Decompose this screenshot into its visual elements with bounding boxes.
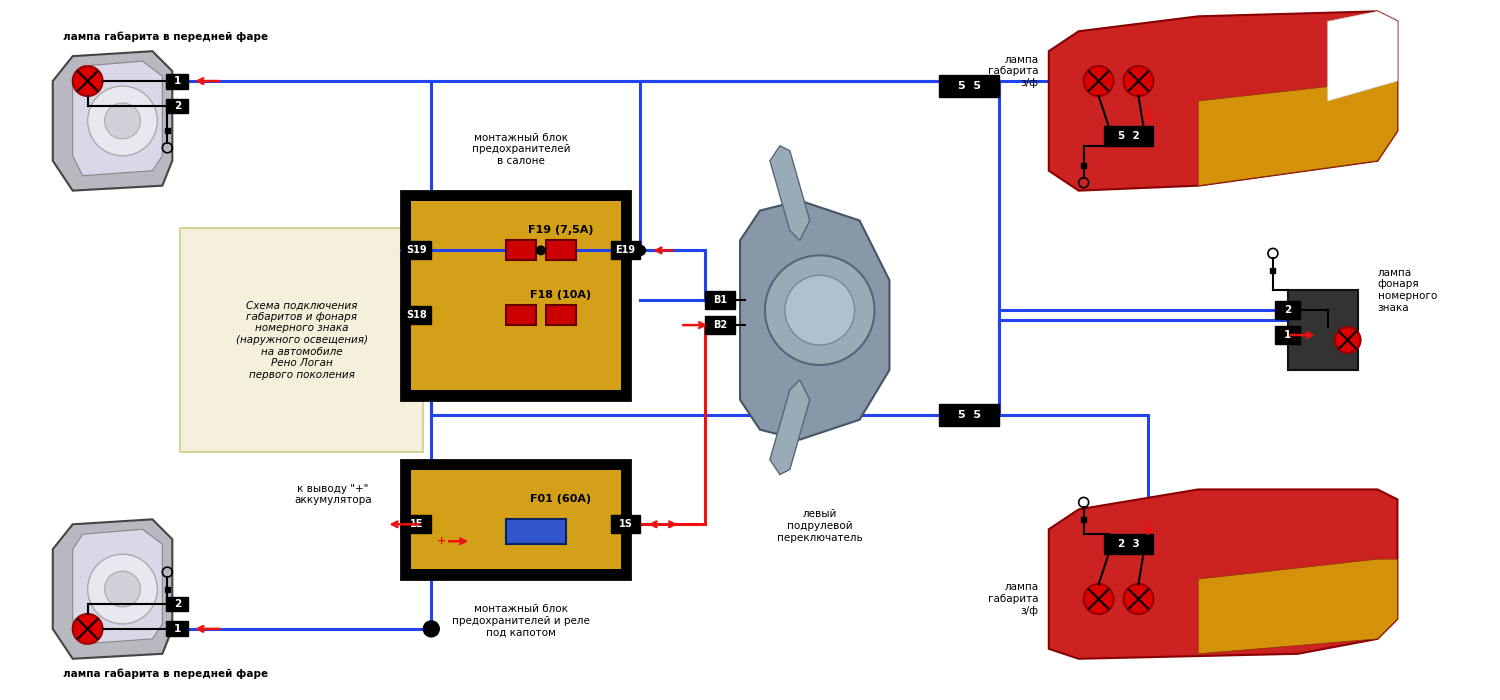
Text: 2  3: 2 3 [1118, 539, 1140, 550]
Text: лампа габарита в передней фаре: лампа габарита в передней фаре [63, 31, 268, 41]
Text: S19: S19 [406, 246, 426, 256]
Polygon shape [1048, 489, 1398, 659]
Bar [166, 99, 188, 113]
Bar [1270, 268, 1275, 273]
Circle shape [1124, 66, 1154, 96]
Text: 2: 2 [1284, 305, 1292, 315]
Polygon shape [1328, 11, 1398, 101]
Circle shape [72, 66, 102, 96]
Bar [166, 622, 188, 636]
Bar [411, 470, 621, 569]
Bar [411, 201, 621, 390]
Bar [165, 128, 170, 134]
Polygon shape [53, 51, 172, 190]
Text: 1: 1 [174, 76, 182, 86]
Bar [165, 587, 170, 592]
Circle shape [536, 246, 546, 256]
Circle shape [1083, 584, 1113, 614]
Bar [610, 515, 640, 533]
Circle shape [1124, 584, 1154, 614]
Bar [506, 305, 536, 325]
Bar [166, 74, 188, 88]
Bar [1082, 517, 1086, 522]
Bar [1104, 534, 1154, 554]
Bar [1275, 326, 1300, 344]
Polygon shape [72, 529, 162, 644]
Bar [402, 515, 432, 533]
Bar [939, 404, 999, 426]
Text: 1: 1 [174, 624, 182, 634]
Bar [402, 460, 630, 579]
Text: монтажный блок
предохранителей и реле
под капотом: монтажный блок предохранителей и реле по… [452, 604, 590, 637]
Bar [1104, 126, 1154, 146]
Bar [402, 190, 630, 400]
Bar [1288, 290, 1358, 370]
Circle shape [72, 614, 102, 644]
Text: 5  5: 5 5 [957, 81, 981, 91]
Polygon shape [1198, 559, 1398, 654]
Circle shape [423, 621, 439, 637]
Text: 1: 1 [1284, 330, 1292, 340]
Circle shape [1083, 66, 1113, 96]
Text: Схема подключения
габаритов и фонаря
номерного знака
(наружного освещения)
на ав: Схема подключения габаритов и фонаря ном… [236, 300, 368, 380]
Bar [402, 241, 432, 260]
Circle shape [1335, 327, 1360, 353]
Bar [402, 306, 432, 324]
Polygon shape [740, 201, 890, 440]
Text: лампа габарита в передней фаре: лампа габарита в передней фаре [63, 668, 268, 679]
FancyBboxPatch shape [180, 228, 423, 452]
Bar [166, 596, 188, 612]
Text: +: + [436, 536, 445, 546]
Text: F01 (60A): F01 (60A) [530, 494, 591, 505]
Bar [506, 519, 566, 544]
Polygon shape [1048, 11, 1398, 190]
Bar [546, 240, 576, 260]
Text: лампа
габарита
з/ф: лампа габарита з/ф [988, 55, 1039, 88]
Text: B2: B2 [712, 320, 728, 330]
Bar [705, 316, 735, 334]
Circle shape [105, 103, 141, 139]
Polygon shape [72, 61, 162, 176]
Bar [705, 291, 735, 309]
Text: F19 (7,5A): F19 (7,5A) [528, 225, 594, 235]
Circle shape [87, 86, 158, 156]
Text: монтажный блок
предохранителей
в салоне: монтажный блок предохранителей в салоне [471, 132, 570, 166]
Circle shape [105, 571, 141, 607]
Bar [939, 75, 999, 97]
Text: 2: 2 [174, 599, 182, 609]
Circle shape [636, 246, 645, 256]
Text: 1E: 1E [410, 519, 423, 529]
Polygon shape [770, 146, 810, 240]
Text: S18: S18 [406, 310, 426, 320]
Text: 5  2: 5 2 [1118, 131, 1140, 141]
Text: лампа
фонаря
номерного
знака: лампа фонаря номерного знака [1377, 268, 1437, 313]
Text: к выводу "+"
аккумулятора: к выводу "+" аккумулятора [294, 484, 372, 505]
Polygon shape [770, 380, 810, 475]
Text: лампа
габарита
з/ф: лампа габарита з/ф [988, 582, 1039, 615]
Polygon shape [1198, 81, 1398, 186]
Circle shape [87, 554, 158, 624]
Text: 2: 2 [174, 101, 182, 111]
Text: 1S: 1S [618, 519, 633, 529]
Bar [610, 241, 640, 260]
Bar [506, 240, 536, 260]
Circle shape [765, 256, 874, 365]
Circle shape [784, 275, 855, 345]
Text: B1: B1 [712, 295, 728, 305]
Polygon shape [53, 519, 172, 659]
Bar [1082, 163, 1086, 168]
Text: F18 (10A): F18 (10A) [530, 290, 591, 300]
Text: левый
подрулевой
переключатель: левый подрулевой переключатель [777, 510, 862, 542]
Text: 5  5: 5 5 [957, 410, 981, 420]
Bar [1275, 301, 1300, 319]
Bar [546, 305, 576, 325]
Text: E19: E19 [615, 246, 636, 256]
